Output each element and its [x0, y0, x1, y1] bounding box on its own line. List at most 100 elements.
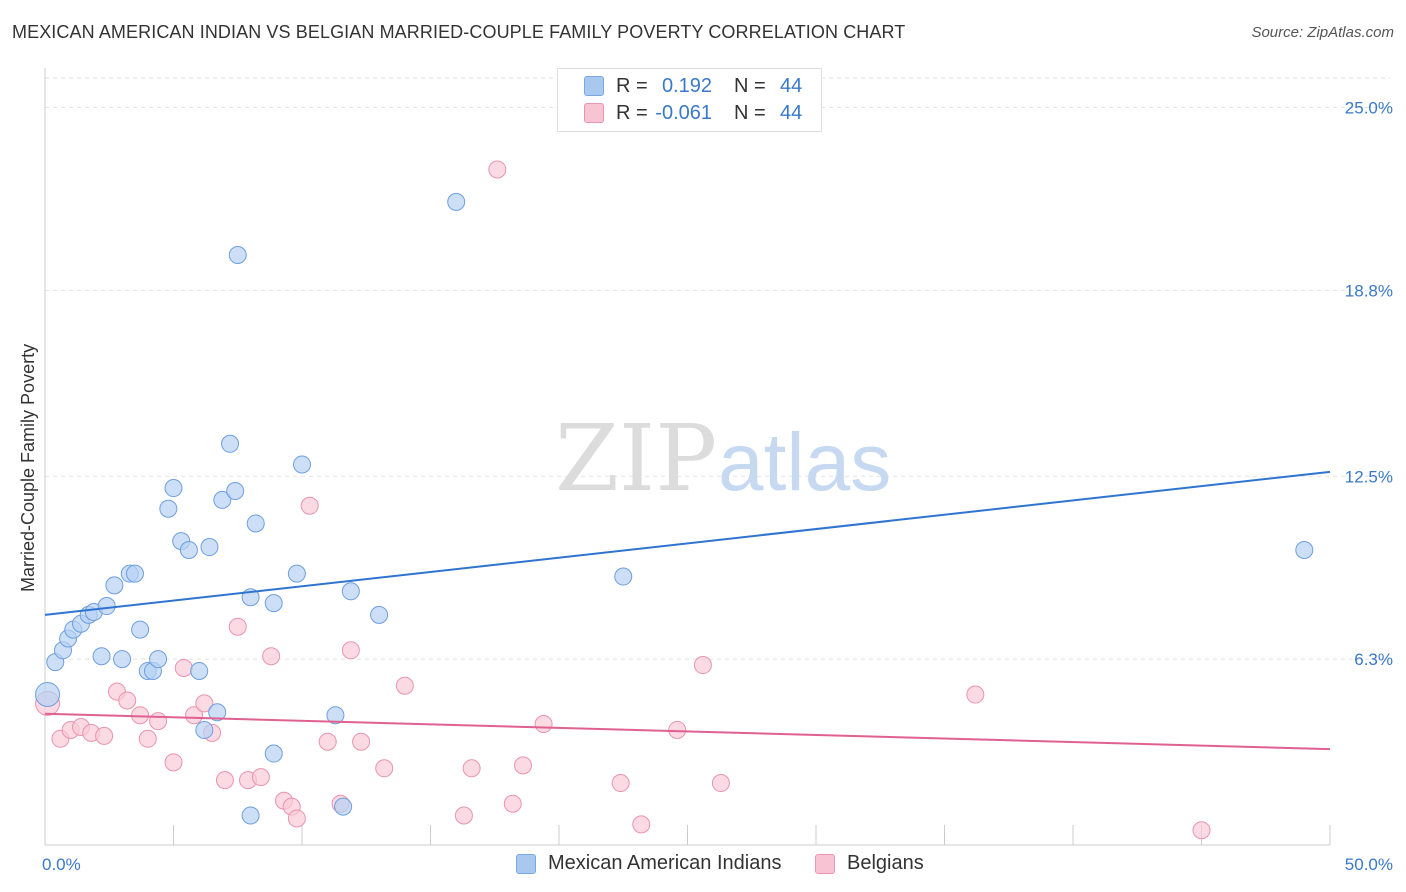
mexican-point — [195, 720, 214, 739]
belgians-point — [318, 732, 337, 751]
belgians-point — [215, 771, 234, 790]
watermark-zip: ZIP — [555, 405, 717, 512]
belgians-point — [352, 732, 371, 751]
mexican-point — [213, 490, 232, 509]
legend-r-value: 0.192 — [661, 74, 712, 97]
belgians-point — [138, 729, 157, 748]
belgians-point — [228, 617, 247, 636]
legend-r-label: R = — [616, 101, 648, 124]
mexican-point — [226, 482, 245, 500]
watermark-atlas: atlas — [718, 417, 891, 508]
belgians-point — [287, 809, 306, 828]
legend-swatch-mexican — [516, 853, 536, 874]
y-tick-label: 6.3% — [1354, 650, 1393, 669]
legend-item-belgians: Belgians — [815, 852, 924, 875]
belgians-point — [341, 641, 360, 660]
legend-r-label: R = — [616, 74, 648, 97]
legend-n-label: N = — [734, 101, 766, 124]
legend-n-value: 44 — [780, 74, 803, 97]
belgians-point — [262, 647, 281, 666]
belgians-point — [514, 756, 533, 775]
legend-row-belgians: R = -0.061 N = 44 — [584, 101, 802, 125]
legend-r-value: -0.061 — [655, 101, 712, 124]
mexican-point — [190, 661, 209, 680]
mexican-point — [221, 434, 240, 453]
belgians-point — [503, 794, 522, 813]
y-tick-label: 18.8% — [1345, 281, 1393, 300]
x-tick-label: 0.0% — [42, 855, 81, 874]
belgians-point — [149, 712, 168, 731]
source-label: Source: ZipAtlas.com — [1251, 24, 1394, 41]
y-axis-label: Married-Couple Family Poverty — [18, 343, 38, 592]
mexican-point — [105, 576, 124, 595]
mexican-point — [326, 706, 345, 725]
mexican-point — [264, 594, 283, 613]
mexican-point — [228, 246, 247, 264]
belgians-point — [668, 720, 687, 739]
mexican-point — [131, 620, 150, 639]
mexican-point — [341, 582, 360, 601]
belgians-point — [375, 759, 394, 778]
y-tick-label: 25.0% — [1345, 99, 1393, 118]
chart-title: MEXICAN AMERICAN INDIAN VS BELGIAN MARRI… — [12, 22, 906, 42]
mexican-point — [164, 479, 183, 498]
tick-labels: 6.3% 12.5% 18.8% 25.0% 0.0% 50.0% — [42, 99, 1393, 875]
mexican-point — [614, 567, 633, 586]
trendlines — [44, 470, 1331, 751]
mexican-point — [35, 682, 61, 708]
mexican-point — [149, 650, 168, 669]
legend-row-mexican: R = 0.192 N = 44 — [584, 74, 802, 98]
belgians-point — [693, 656, 712, 675]
belgians-point — [174, 659, 193, 677]
x-tick-label: 50.0% — [1345, 855, 1393, 874]
belgians-point — [251, 768, 270, 787]
trendline-belgians — [44, 712, 1331, 751]
belgians-point — [118, 691, 137, 710]
mexican-point — [241, 806, 260, 825]
mexican-point — [264, 744, 283, 763]
mexican-point — [246, 514, 265, 533]
belgians-point — [488, 160, 507, 179]
legend-swatch-belgians — [584, 103, 604, 123]
mexican-point — [200, 538, 219, 557]
mexican-point — [293, 455, 311, 474]
mexican-point — [159, 499, 178, 518]
belgians-point — [534, 715, 553, 734]
belgians-point — [462, 759, 481, 778]
mexican-point — [1295, 541, 1314, 559]
y-tick-label: 12.5% — [1345, 467, 1393, 486]
belgians-point — [632, 815, 651, 834]
mexican-point — [208, 703, 227, 722]
mexican-point — [125, 564, 144, 583]
belgians-point — [195, 694, 214, 713]
legend-item-mexican: Mexican American Indians — [516, 852, 781, 875]
belgians-point — [164, 753, 183, 772]
correlation-legend: R = 0.192 N = 44 R = -0.061 N = 44 — [557, 68, 822, 132]
mexican-point — [113, 650, 132, 669]
mexican-point — [334, 797, 353, 816]
belgians-point — [185, 706, 204, 725]
mexican-american-indians-points — [35, 192, 1314, 825]
belgians-point — [611, 774, 630, 793]
legend-swatch-belgians — [815, 853, 835, 874]
legend-label-mexican: Mexican American Indians — [548, 852, 782, 874]
trendline-mexican — [44, 470, 1331, 616]
mexican-point — [287, 564, 306, 583]
belgians-point — [95, 726, 114, 745]
legend-swatch-mexican — [584, 76, 604, 96]
belgians-points — [35, 160, 1211, 840]
belgians-point — [966, 685, 985, 704]
belgians-point — [395, 676, 414, 695]
belgians-point — [454, 806, 473, 825]
legend-label-belgians: Belgians — [847, 852, 924, 874]
mexican-point — [97, 597, 116, 616]
grid-lines — [45, 77, 1390, 660]
series-legend: Mexican American Indians Belgians — [0, 852, 1406, 878]
belgians-point — [711, 774, 730, 793]
legend-n-label: N = — [734, 74, 766, 97]
mexican-point — [179, 541, 198, 559]
belgians-point — [300, 496, 319, 515]
belgians-point — [1192, 821, 1211, 840]
mexican-point — [92, 647, 111, 666]
